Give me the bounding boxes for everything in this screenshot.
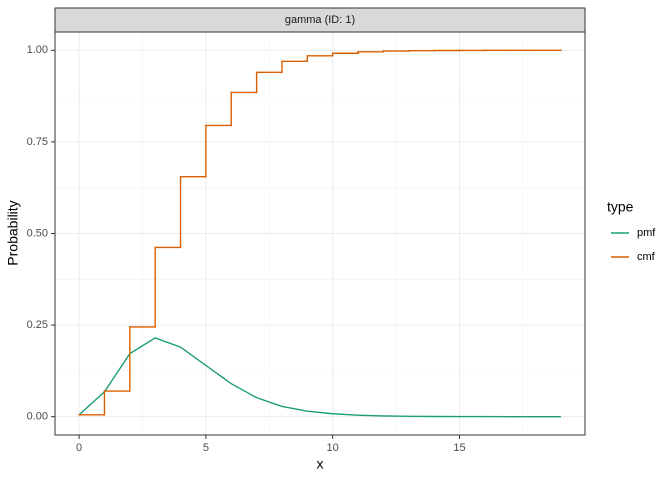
x-tick-label: 5 [203, 442, 209, 454]
x-tick-label: 10 [327, 442, 339, 454]
legend-label: cmf [637, 251, 656, 263]
series-line [78, 337, 561, 418]
y-tick-label: 0.25 [27, 319, 48, 331]
y-tick-label: 0.50 [27, 227, 48, 239]
strip [54, 7, 586, 33]
strip-title: gamma (ID: 1) [285, 14, 355, 26]
y-tick-label: 0.75 [27, 136, 48, 148]
y-tick-label: 0.00 [27, 411, 48, 423]
x-tick-label: 0 [76, 442, 82, 454]
panel-border [54, 31, 586, 436]
x-tick-label: 15 [453, 442, 465, 454]
y-axis-label: Probability [5, 200, 21, 265]
legend-title: type [607, 199, 634, 215]
legend-label: pmf [637, 227, 656, 239]
x-axis-label: x [317, 456, 324, 472]
y-tick-label: 1.00 [27, 44, 48, 56]
